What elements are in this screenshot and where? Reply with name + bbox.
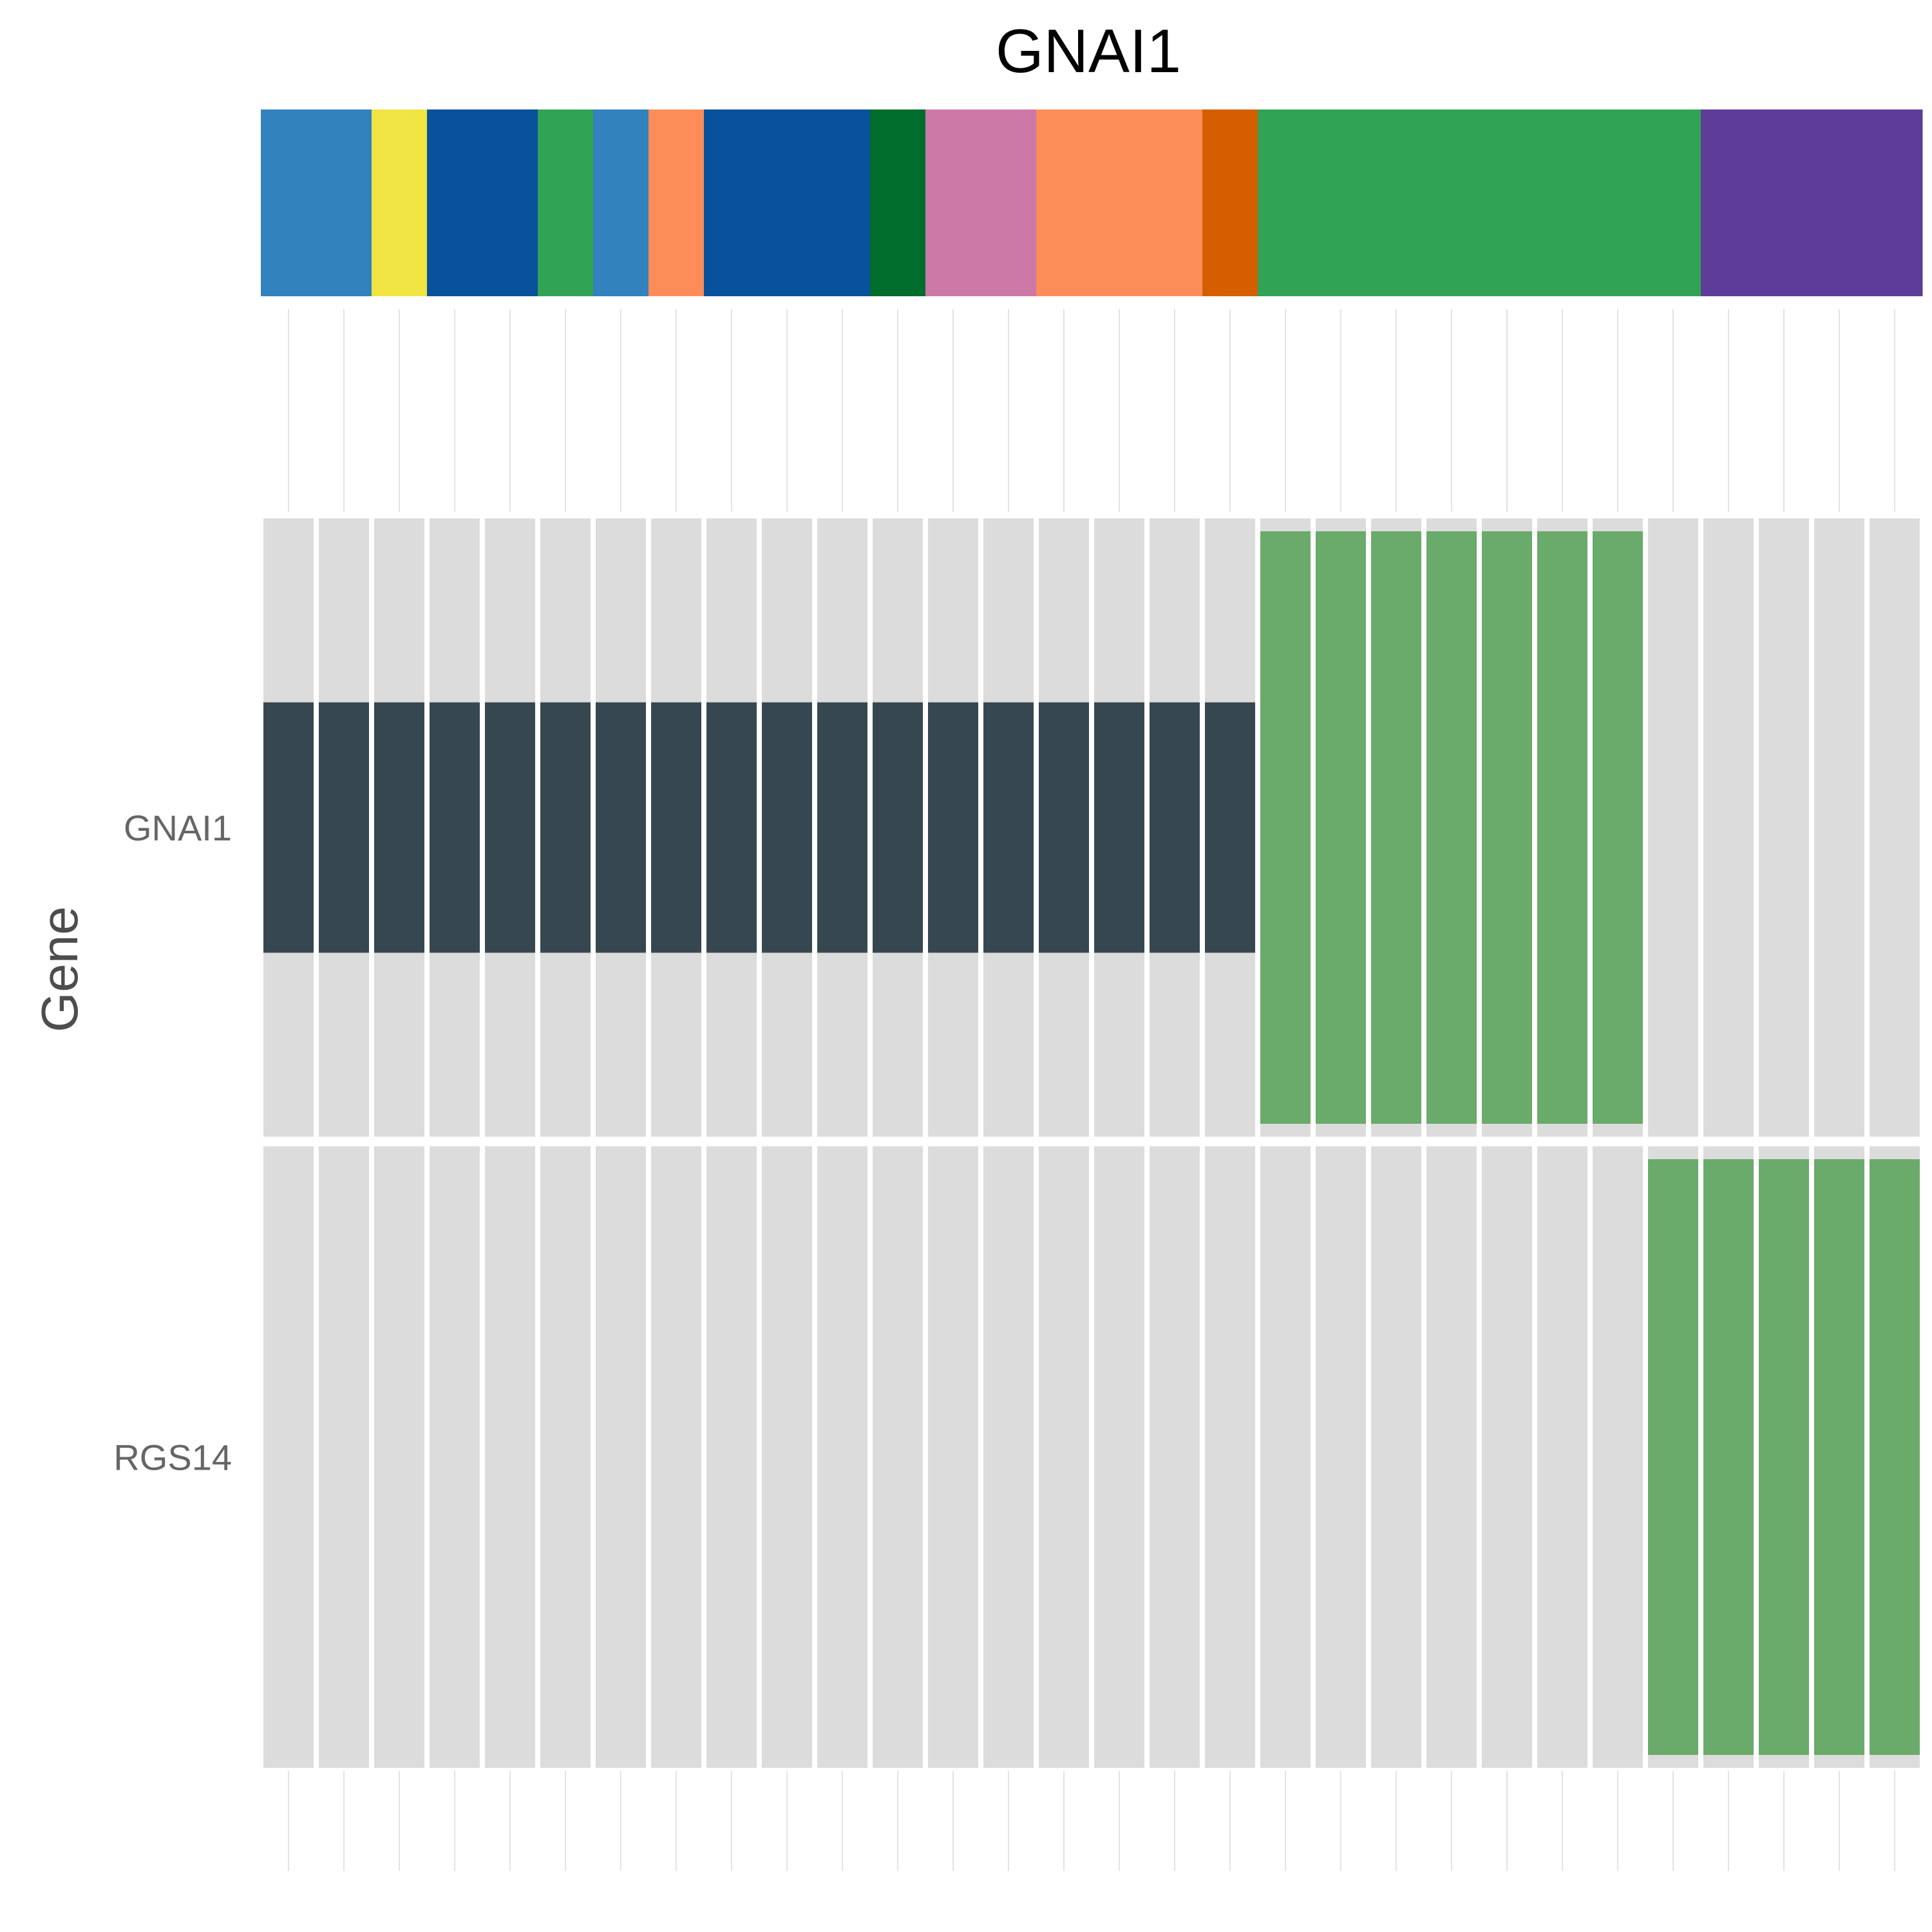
chart-title: GNAI1	[996, 17, 1181, 86]
cell-gnai1-30	[1870, 518, 1920, 1137]
mut-mark-rgs14-26	[1648, 1159, 1698, 1755]
top-gridlines	[288, 309, 1895, 512]
annotation-segment-4	[538, 109, 594, 296]
amp-mark-gnai1-10	[762, 702, 812, 953]
mut-mark-gnai1-22	[1426, 531, 1477, 1124]
cell-rgs14-9	[706, 1146, 757, 1768]
cell-rgs14-12	[873, 1146, 923, 1768]
amp-mark-gnai1-7	[596, 702, 646, 953]
cell-rgs14-24	[1537, 1146, 1587, 1768]
amp-mark-gnai1-15	[1039, 702, 1089, 953]
cell-rgs14-14	[983, 1146, 1034, 1768]
annotation-segment-11	[1202, 109, 1258, 296]
row-label-gnai1: GNAI1	[124, 808, 232, 848]
amp-mark-gnai1-12	[873, 702, 923, 953]
cell-gnai1-29	[1814, 518, 1864, 1137]
cell-rgs14-5	[485, 1146, 535, 1768]
cell-rgs14-19	[1260, 1146, 1311, 1768]
mut-mark-rgs14-30	[1870, 1159, 1920, 1755]
bottom-gridlines	[288, 1771, 1895, 1871]
cell-rgs14-1	[263, 1146, 314, 1768]
cell-rgs14-23	[1482, 1146, 1532, 1768]
heatmap-row-rgs14	[263, 1146, 1920, 1768]
cell-rgs14-11	[817, 1146, 867, 1768]
amp-mark-gnai1-1	[263, 702, 314, 953]
cell-rgs14-8	[651, 1146, 701, 1768]
annotation-segment-13	[1701, 109, 1923, 296]
amp-mark-gnai1-17	[1150, 702, 1200, 953]
cell-rgs14-2	[319, 1146, 369, 1768]
cell-rgs14-6	[540, 1146, 591, 1768]
row-labels: GNAI1 RGS14	[113, 808, 232, 1478]
amp-mark-gnai1-2	[319, 702, 369, 953]
amp-mark-gnai1-6	[540, 702, 591, 953]
cell-rgs14-10	[762, 1146, 812, 1768]
cell-rgs14-17	[1150, 1146, 1200, 1768]
amp-mark-gnai1-5	[485, 702, 535, 953]
cell-rgs14-15	[1039, 1146, 1089, 1768]
amp-mark-gnai1-18	[1205, 702, 1255, 953]
annotation-segment-10	[1036, 109, 1203, 296]
cell-rgs14-21	[1371, 1146, 1421, 1768]
amp-mark-gnai1-13	[928, 702, 978, 953]
annotation-segment-8	[870, 109, 926, 296]
annotation-segment-6	[649, 109, 705, 296]
heatmap-row-gnai1	[263, 518, 1920, 1137]
heatmap-rows	[263, 518, 1920, 1768]
mut-mark-gnai1-19	[1260, 531, 1311, 1124]
amp-mark-gnai1-14	[983, 702, 1034, 953]
amp-mark-gnai1-3	[374, 702, 424, 953]
mut-mark-gnai1-24	[1537, 531, 1587, 1124]
cell-gnai1-28	[1759, 518, 1809, 1137]
mut-mark-rgs14-28	[1759, 1159, 1809, 1755]
annotation-segment-2	[372, 109, 428, 296]
cell-rgs14-13	[928, 1146, 978, 1768]
mut-mark-gnai1-20	[1316, 531, 1366, 1124]
row-label-rgs14: RGS14	[113, 1437, 232, 1478]
cell-rgs14-20	[1316, 1146, 1366, 1768]
mut-mark-gnai1-23	[1482, 531, 1532, 1124]
amp-mark-gnai1-11	[817, 702, 867, 953]
amp-mark-gnai1-4	[430, 702, 480, 953]
annotation-segment-7	[704, 109, 871, 296]
annotation-segment-12	[1258, 109, 1701, 296]
cell-rgs14-4	[430, 1146, 480, 1768]
cell-rgs14-16	[1094, 1146, 1144, 1768]
cell-rgs14-25	[1593, 1146, 1643, 1768]
mut-mark-rgs14-27	[1703, 1159, 1754, 1755]
y-axis-label: Gene	[31, 906, 88, 1032]
cell-rgs14-3	[374, 1146, 424, 1768]
amp-mark-gnai1-8	[651, 702, 701, 953]
annotation-segment-1	[261, 109, 372, 296]
amp-mark-gnai1-9	[706, 702, 757, 953]
cell-gnai1-27	[1703, 518, 1754, 1137]
cell-rgs14-22	[1426, 1146, 1477, 1768]
annotation-segment-9	[925, 109, 1037, 296]
annotation-segment-3	[427, 109, 538, 296]
mut-mark-rgs14-29	[1814, 1159, 1864, 1755]
cell-rgs14-7	[596, 1146, 646, 1768]
annotation-bar	[261, 109, 1923, 296]
mut-mark-gnai1-21	[1371, 531, 1421, 1124]
cell-gnai1-26	[1648, 518, 1698, 1137]
amp-mark-gnai1-16	[1094, 702, 1144, 953]
cell-rgs14-18	[1205, 1146, 1255, 1768]
mut-mark-gnai1-25	[1593, 531, 1643, 1124]
annotation-segment-5	[593, 109, 649, 296]
